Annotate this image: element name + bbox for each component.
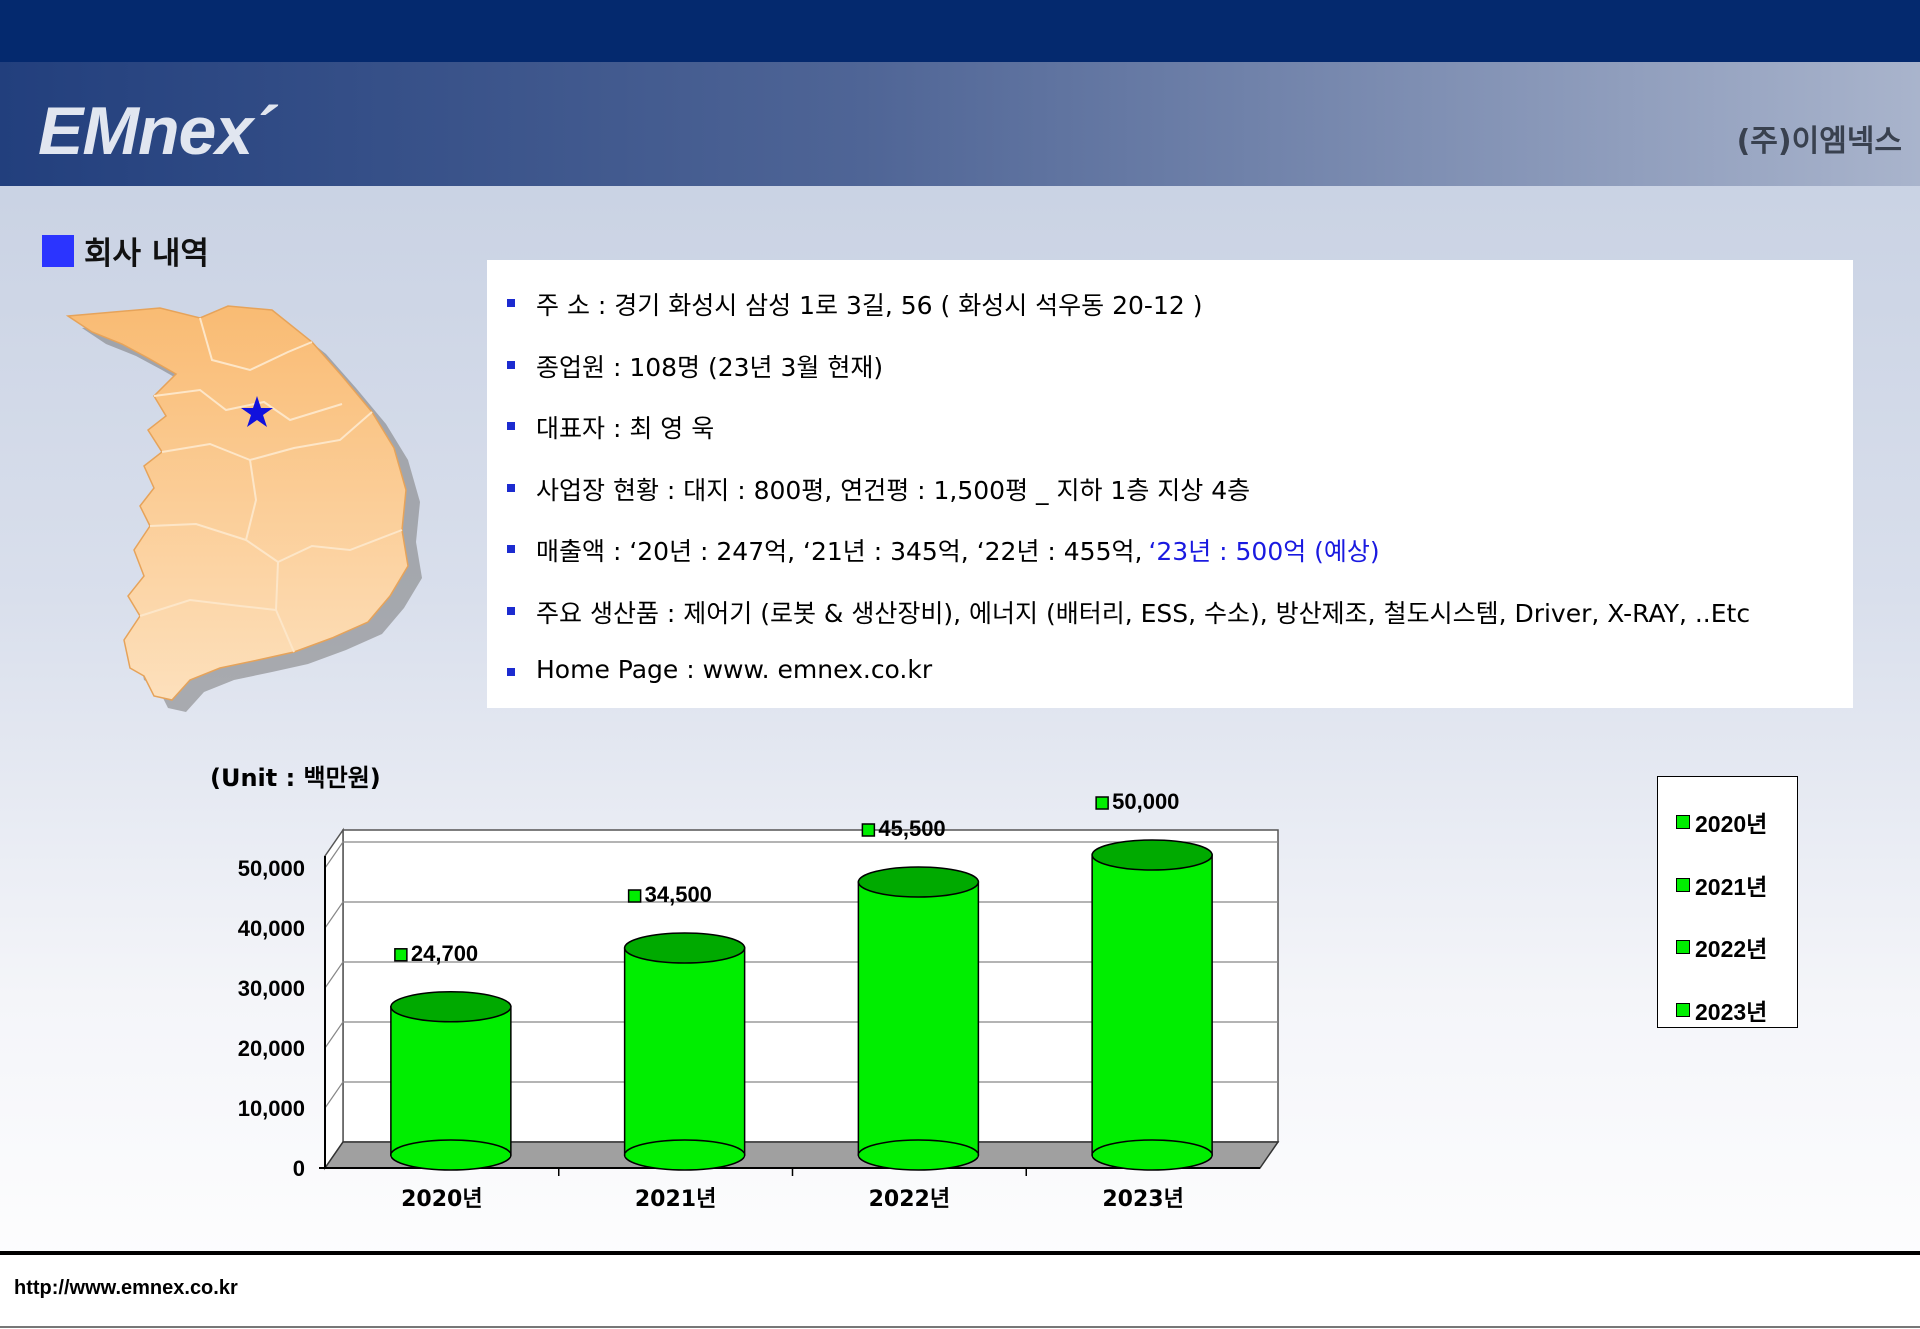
legend-item: 2023년 <box>1676 979 1797 1042</box>
bar-base-cover <box>391 1153 510 1157</box>
legend-item: 2020년 <box>1676 791 1797 854</box>
chart-left-wall <box>324 827 344 1171</box>
footer: http://www.emnex.co.kr <box>0 1255 1920 1329</box>
y-tick-label: 10,000 <box>238 1096 305 1121</box>
bullet-icon <box>507 422 515 430</box>
footer-divider <box>0 1251 1920 1255</box>
legend-label: 2020년 <box>1695 811 1768 838</box>
bar-top <box>857 866 980 898</box>
company-info-box: 주 소 : 경기 화성시 삼성 1로 3길, 56 ( 화성시 석우동 20-1… <box>487 260 1853 708</box>
x-tick-label: 2021년 <box>635 1187 716 1212</box>
star-icon <box>241 396 273 427</box>
bullet-icon <box>507 299 515 307</box>
bar-body <box>390 1006 512 1156</box>
data-label: 24,700 <box>411 941 478 966</box>
company-name: (주)이엠넥스 <box>1736 124 1902 159</box>
bullet-icon <box>507 668 515 676</box>
legend-item: 2022년 <box>1676 916 1797 979</box>
y-tick-label: 40,000 <box>238 916 305 941</box>
data-label-marker <box>1095 796 1109 810</box>
section-square-icon <box>42 234 74 267</box>
data-label-marker <box>394 948 408 962</box>
x-tick-label: 2022년 <box>869 1187 950 1212</box>
bar-body <box>857 881 980 1156</box>
header-banner: EMnex´ (주)이엠넥스 <box>0 62 1920 186</box>
bar-top <box>1091 839 1213 871</box>
section-title-text: 회사 내역 <box>84 236 209 272</box>
info-employees-text: 종업원 : 108명 (23년 3월 현재) <box>536 352 884 382</box>
info-address: 주 소 : 경기 화성시 삼성 1로 3길, 56 ( 화성시 석우동 20-1… <box>507 286 1853 348</box>
legend-label: 2021년 <box>1695 873 1768 900</box>
bar-body <box>1091 854 1213 1156</box>
info-site: 사업장 현황 : 대지 : 800평, 연건평 : 1,500평 _ 지하 1층… <box>507 471 1853 533</box>
info-employees: 종업원 : 108명 (23년 3월 현재) <box>507 348 1853 410</box>
legend-swatch <box>1676 1002 1690 1017</box>
x-tick-label: 2023년 <box>1102 1187 1183 1212</box>
bar-top <box>623 932 746 964</box>
legend-item: 2021년 <box>1676 854 1797 917</box>
info-site-text: 사업장 현황 : 대지 : 800평, 연건평 : 1,500평 _ 지하 1층… <box>536 475 1251 505</box>
bullet-icon <box>507 483 515 492</box>
company-logo: EMnex´ <box>38 93 275 169</box>
info-ceo-text: 대표자 : 최 영 욱 <box>536 414 715 443</box>
revenue-chart: 0 10,000 20,000 30,000 40,000 50,000 (Unit : 백… <box>210 764 1280 1212</box>
info-revenue: 매출액 : ‘20년 : 247억, ‘21년 : 345억, ‘22년 : 4… <box>507 532 1853 594</box>
bar-base-cover <box>625 1153 744 1157</box>
gridline <box>324 841 1278 869</box>
footer-url[interactable]: http://www.emnex.co.kr <box>14 1277 238 1299</box>
data-label-marker <box>627 889 642 903</box>
info-revenue-text: 매출액 : ‘20년 : 247억, ‘21년 : 345억, ‘22년 : 4… <box>536 537 1143 566</box>
chart-legend: 2020년 2021년 2022년 2023년 <box>1657 776 1798 1028</box>
data-label: 34,500 <box>645 882 712 907</box>
y-tick-label: 0 <box>293 1156 305 1181</box>
korea-map <box>65 305 422 712</box>
bar-base-cover <box>1093 1153 1212 1157</box>
legend-label: 2022년 <box>1695 936 1768 963</box>
info-revenue-forecast: ‘23년 : 500억 (예상) <box>1148 537 1380 566</box>
bar-base-cover <box>859 1153 978 1157</box>
bullet-icon <box>507 545 515 553</box>
info-products-text: 주요 생산품 : 제어기 (로봇 & 생산장비), 에너지 (배터리, ESS,… <box>536 598 1751 628</box>
bar-body <box>623 947 746 1156</box>
x-tick-label: 2020년 <box>401 1187 482 1212</box>
top-bar <box>0 0 1920 62</box>
data-label: 45,500 <box>878 816 945 841</box>
legend-swatch <box>1676 940 1690 955</box>
section-title: 회사 내역 <box>42 228 209 273</box>
data-label-marker <box>861 823 876 837</box>
company-info-list: 주 소 : 경기 화성시 삼성 1로 3길, 56 ( 화성시 석우동 20-1… <box>487 260 1853 717</box>
info-products: 주요 생산품 : 제어기 (로봇 & 생산장비), 에너지 (배터리, ESS,… <box>507 594 1853 656</box>
info-ceo: 대표자 : 최 영 욱 <box>507 409 1853 471</box>
bar-top <box>390 991 512 1023</box>
info-homepage: Home Page : www. emnex.co.kr <box>507 655 1853 717</box>
legend-swatch <box>1676 877 1690 892</box>
footer-bottom-line <box>0 1326 1920 1328</box>
data-label: 50,000 <box>1112 789 1179 814</box>
info-address-text: 주 소 : 경기 화성시 삼성 1로 3길, 56 ( 화성시 석우동 20-1… <box>536 291 1203 320</box>
bullet-icon <box>507 606 515 615</box>
y-tick-label: 50,000 <box>238 856 305 881</box>
y-tick-label: 20,000 <box>238 1036 305 1061</box>
unit-label: (Unit : 백만원) <box>210 764 381 792</box>
legend-label: 2023년 <box>1695 998 1768 1025</box>
bullet-icon <box>507 360 515 369</box>
y-tick-label: 30,000 <box>238 976 305 1001</box>
info-homepage-text: Home Page : www. emnex.co.kr <box>536 655 933 684</box>
legend-swatch <box>1676 815 1690 830</box>
